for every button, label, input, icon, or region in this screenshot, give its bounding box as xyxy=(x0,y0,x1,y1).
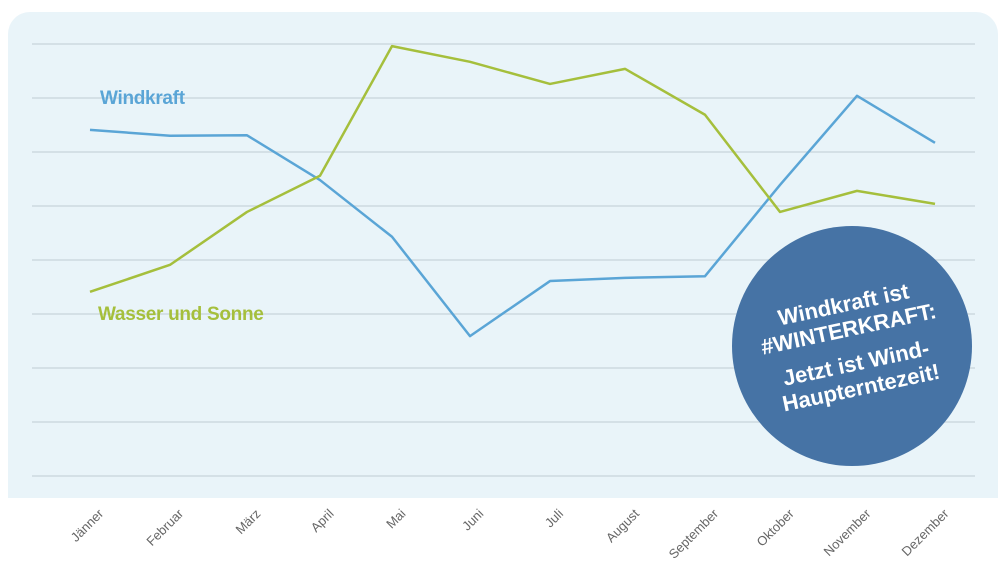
series-line-wasser-sonne xyxy=(89,44,936,294)
series-label-wasser-sonne: Wasser und Sonne xyxy=(98,304,264,325)
series-line-windkraft xyxy=(89,94,936,338)
annotation-badge: Windkraft ist #WINTERKRAFT: Jetzt ist Wi… xyxy=(732,226,972,466)
series-label-windkraft: Windkraft xyxy=(100,88,185,109)
